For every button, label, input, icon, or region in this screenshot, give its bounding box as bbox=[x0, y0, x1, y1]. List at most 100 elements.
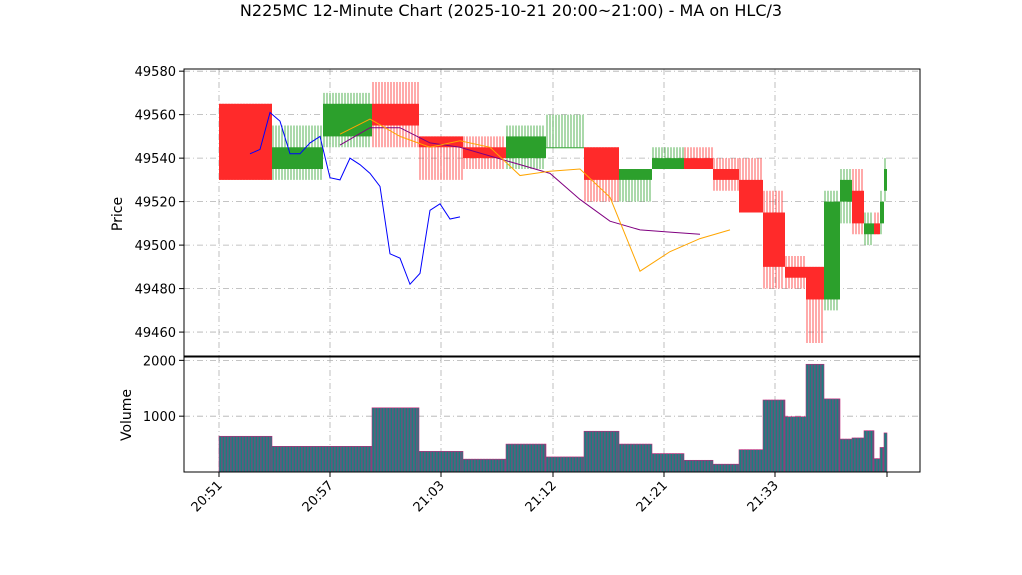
price-tick-label: 49560 bbox=[135, 109, 176, 124]
volume-bar-segment bbox=[863, 430, 868, 473]
volume-bar-segment bbox=[733, 463, 738, 473]
volume-bar-segment bbox=[784, 416, 789, 473]
volume-bar bbox=[839, 438, 853, 473]
volume-bar bbox=[218, 435, 273, 473]
volume-bar-segment bbox=[245, 435, 250, 473]
volume-bar-segment bbox=[325, 446, 330, 473]
x-tick-label: 21:12 bbox=[523, 478, 560, 515]
volume-bar-segment bbox=[257, 435, 262, 473]
volume-bar-segment bbox=[280, 446, 285, 473]
volume-bar-segment bbox=[689, 459, 694, 473]
volume-bar bbox=[462, 458, 507, 473]
price-tick-label: 49540 bbox=[135, 152, 176, 167]
volume-bar-segment bbox=[395, 407, 400, 473]
volume-bar-segment bbox=[592, 430, 597, 473]
volume-bar bbox=[618, 443, 653, 473]
candle bbox=[785, 255, 806, 289]
volume-bar-segment bbox=[657, 453, 662, 473]
volume-bar-segment bbox=[675, 453, 680, 473]
candle-body bbox=[824, 201, 840, 300]
volume-y-ticks: 1000 2000 bbox=[143, 354, 184, 425]
volume-bar-segment bbox=[508, 443, 513, 473]
candle bbox=[506, 125, 546, 170]
volume-bar-segment bbox=[404, 407, 409, 473]
volume-bar-segment bbox=[721, 463, 726, 473]
volume-bar-segment bbox=[442, 451, 447, 473]
volume-bar-segment bbox=[869, 430, 874, 473]
ma-fast-line bbox=[249, 111, 461, 286]
candle bbox=[619, 169, 652, 202]
volume-bar bbox=[651, 453, 685, 473]
volume-bar-segment bbox=[601, 430, 606, 473]
volume-bar-segment bbox=[692, 459, 697, 473]
volume-bar-segment bbox=[583, 430, 588, 473]
volume-bar-segment bbox=[762, 399, 767, 473]
volume-bar-segment bbox=[538, 443, 543, 473]
volume-bar-segment bbox=[448, 451, 453, 473]
candle bbox=[763, 190, 785, 289]
candle-body bbox=[219, 103, 272, 180]
candle bbox=[463, 136, 506, 170]
volume-bar-segment bbox=[471, 458, 476, 473]
price-tick-label: 49480 bbox=[135, 283, 176, 298]
volume-bar-segment bbox=[468, 458, 473, 473]
volume-bar-segment bbox=[796, 416, 801, 473]
volume-bar-segment bbox=[741, 449, 746, 473]
volume-bar-segment bbox=[483, 458, 488, 473]
volume-frame bbox=[183, 356, 921, 473]
volume-bar bbox=[418, 451, 464, 473]
volume-bar-segment bbox=[759, 449, 764, 473]
volume-bar-segment bbox=[589, 430, 594, 473]
price-grid bbox=[184, 69, 920, 356]
candle-body bbox=[323, 103, 372, 137]
volume-bar-segment bbox=[331, 446, 336, 473]
volume-bar-segment bbox=[627, 443, 632, 473]
candle-body bbox=[840, 179, 852, 202]
candle-body bbox=[272, 147, 323, 170]
volume-bar bbox=[762, 399, 786, 473]
volume-bar-segment bbox=[386, 407, 391, 473]
candle bbox=[323, 92, 372, 148]
volume-bar-segment bbox=[566, 456, 571, 473]
chart-title: N225MC 12-Minute Chart (2025-10-21 20:00… bbox=[240, 1, 782, 20]
volume-bar-segment bbox=[316, 446, 321, 473]
volume-bar-segment bbox=[295, 446, 300, 473]
volume-bar bbox=[322, 446, 373, 473]
volume-bar-segment bbox=[578, 456, 583, 473]
volume-bar-segment bbox=[805, 363, 810, 473]
volume-bar bbox=[712, 463, 740, 473]
volume-bar-segment bbox=[793, 416, 798, 473]
volume-bar bbox=[879, 447, 885, 473]
volume-bar-segment bbox=[501, 458, 506, 473]
volume-bar bbox=[738, 449, 764, 473]
volume-bar-segment bbox=[230, 435, 235, 473]
x-tick-label: 21:21 bbox=[634, 478, 671, 515]
volume-bar-segment bbox=[352, 446, 357, 473]
volume-bar-segment bbox=[451, 451, 456, 473]
x-tick-label: 21:03 bbox=[411, 478, 448, 515]
volume-bar-segment bbox=[541, 443, 546, 473]
volume-bar-segment bbox=[672, 453, 677, 473]
volume-bar-segment bbox=[523, 443, 528, 473]
volume-bar-segment bbox=[780, 399, 785, 473]
volume-bar-segment bbox=[771, 399, 776, 473]
volume-bar-segment bbox=[551, 456, 556, 473]
volume-bar-segment bbox=[707, 459, 712, 473]
volume-bar-segment bbox=[727, 463, 732, 473]
candle bbox=[272, 125, 323, 180]
volume-bar-segment bbox=[724, 463, 729, 473]
volume-bar-segment bbox=[683, 459, 688, 473]
volume-bar-segment bbox=[860, 437, 865, 473]
volume-bar-segment bbox=[489, 458, 494, 473]
volume-bar-segment bbox=[851, 437, 856, 473]
moving-averages bbox=[249, 111, 731, 286]
volume-bar-segment bbox=[756, 449, 761, 473]
volume-bar-segment bbox=[790, 416, 795, 473]
volume-bar-segment bbox=[829, 398, 834, 473]
volume-panel: 1000 2000 Volume bbox=[119, 354, 921, 473]
candle bbox=[584, 147, 619, 202]
volume-bar-segment bbox=[744, 449, 749, 473]
volume-bar-segment bbox=[462, 458, 467, 473]
volume-bar bbox=[851, 437, 865, 473]
volume-bar-segment bbox=[876, 458, 881, 473]
